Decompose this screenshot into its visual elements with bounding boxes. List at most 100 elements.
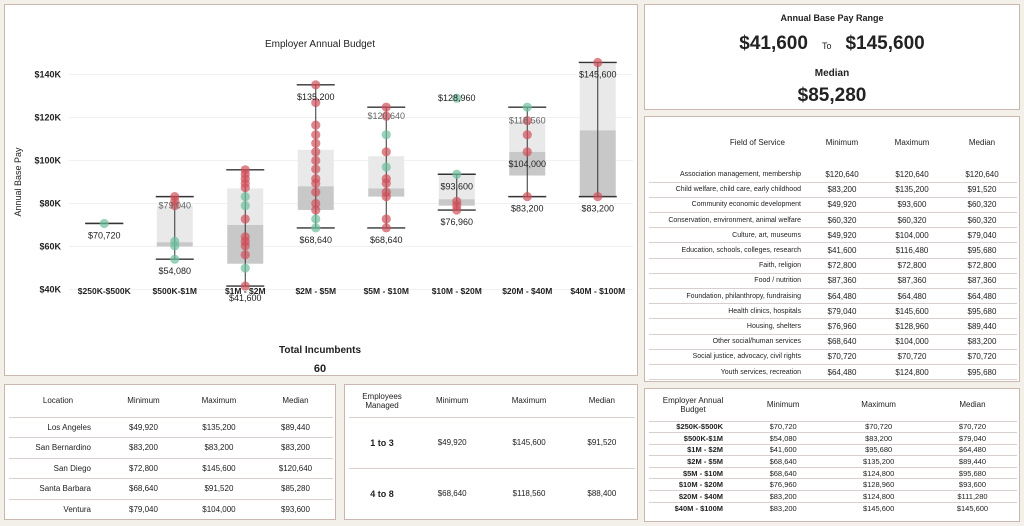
data-label: $68,640 (370, 235, 403, 245)
table-cell: $79,040 (807, 303, 877, 320)
table-cell: $83,200 (737, 490, 830, 503)
row-label: Other social/human services (649, 334, 807, 350)
table-cell: $89,440 (947, 318, 1017, 335)
median-value: $85,280 (797, 85, 867, 106)
y-axis-label: Annual Base Pay (13, 147, 23, 217)
x-tick-label: $10M - $20M (432, 286, 482, 296)
table-cell: $49,920 (807, 197, 877, 214)
data-label: $93,600 (440, 181, 473, 191)
table-cell: $104,000 (877, 227, 947, 244)
data-label: $118,560 (509, 116, 546, 126)
table-row: Social justice, advocacy, civil rights $7… (649, 349, 1017, 365)
pay-range-max: $145,600 (845, 33, 925, 54)
row-label: Ventura (9, 498, 107, 520)
row-label: Santa Barbara (9, 478, 107, 499)
table-row: Ventura $79,040 $104,000 $93,600 (9, 498, 333, 520)
table-cell: $79,040 (927, 432, 1017, 445)
table-cell: $120,640 (807, 167, 877, 183)
data-label: $120,640 (367, 111, 405, 121)
table-cell: $104,000 (877, 334, 947, 350)
table-cell: $79,040 (107, 498, 180, 520)
total-incumbents-value: 60 (313, 363, 327, 375)
data-label: $76,960 (440, 217, 473, 227)
table-cell: $64,480 (807, 364, 877, 381)
table-cell: $120,640 (947, 167, 1017, 183)
table-row: Los Angeles $49,920 $135,200 $89,440 (9, 416, 333, 438)
table-cell: $49,920 (807, 227, 877, 244)
row-label: $2M - $5M (649, 455, 737, 468)
row-label: Faith, religion (649, 258, 807, 274)
data-point (381, 162, 391, 172)
location-table: Location Minimum Maximum Median Los Ange… (9, 385, 333, 520)
data-label: $145,600 (579, 69, 617, 79)
table-cell: $64,480 (877, 288, 947, 305)
data-point (170, 254, 180, 264)
row-label: San Bernardino (9, 437, 107, 458)
data-point (522, 130, 532, 140)
data-point (240, 263, 250, 273)
y-tick-label: $40K (39, 285, 61, 295)
table-cell: $128,960 (829, 478, 928, 491)
table-row: San Bernardino $83,200 $83,200 $83,200 (9, 437, 333, 458)
row-label: Foundation, philanthropy, fundraising (649, 288, 807, 305)
table-cell: $83,200 (107, 437, 180, 458)
x-tick-label: $20M - $40M (502, 286, 552, 296)
chart-title: Employer Annual Budget (264, 39, 376, 50)
data-point (381, 130, 391, 140)
table-row: Community economic development $49,920 $93… (649, 197, 1017, 214)
data-point (311, 97, 321, 108)
data-point (452, 93, 462, 103)
row-label: Social justice, advocacy, civil rights (649, 349, 807, 365)
row-label: Education, schools, colleges, research (649, 242, 807, 259)
data-point (240, 281, 250, 291)
data-label: $70,720 (88, 230, 121, 240)
table-cell: $60,320 (877, 212, 947, 229)
table-cell: $68,640 (737, 466, 830, 479)
table-cell: $72,800 (947, 258, 1017, 274)
table-cell: $83,200 (257, 437, 333, 458)
table-cell: $87,360 (947, 273, 1017, 290)
table-row: $500K-$1M $54,080 $83,200 $79,040 (649, 432, 1017, 445)
table-cell: $64,480 (807, 288, 877, 305)
data-point (311, 178, 321, 188)
row-label: $40M - $100M (649, 501, 737, 514)
pay-range-to: To (821, 41, 832, 51)
data-point (240, 214, 250, 224)
table-cell: $79,040 (947, 227, 1017, 244)
table-cell: $145,600 (489, 416, 569, 468)
table-cell: $91,520 (179, 478, 258, 499)
data-point (240, 192, 250, 202)
data-label: $79,040 (158, 201, 191, 211)
table-cell: $68,640 (737, 455, 830, 468)
location-panel: Location Minimum Maximum Median Los Ange… (4, 384, 336, 520)
data-point (381, 178, 391, 188)
table-cell: $93,600 (257, 498, 333, 520)
table-header-row: Employer Annual Budget Minimum Maximum M… (649, 389, 1017, 421)
column-header: Employer Annual Budget (662, 395, 724, 414)
data-point (311, 164, 321, 174)
data-point (452, 169, 462, 179)
row-label: Culture, art, museums (649, 227, 807, 244)
data-point (593, 57, 603, 68)
row-label: Child welfare, child care, early childho… (649, 182, 807, 198)
table-row: Youth services, recreation $64,480 $124,80… (649, 364, 1017, 381)
data-point (311, 214, 321, 224)
table-cell: $72,800 (807, 258, 877, 274)
column-header: Maximum (894, 137, 930, 147)
table-cell: $95,680 (947, 364, 1017, 381)
table-cell: $72,800 (107, 457, 180, 479)
row-label: $20M - $40M (649, 490, 737, 503)
column-header: Maximum (511, 396, 547, 406)
table-cell: $91,520 (947, 182, 1017, 198)
data-point (311, 155, 321, 166)
data-point (522, 102, 532, 112)
table-cell: $88,400 (568, 467, 635, 519)
column-header: Location (42, 396, 74, 406)
table-cell: $95,680 (947, 242, 1017, 259)
table-cell: $49,920 (415, 416, 490, 468)
data-point (522, 192, 532, 202)
table-row: $250K-$500K $70,720 $70,720 $70,720 (649, 420, 1017, 433)
table-row: Association management, membership $120,6… (649, 167, 1017, 183)
table-row: $1M - $2M $41,600 $95,680 $64,480 (649, 443, 1017, 456)
field-of-service-table: Field of Service Minimum Maximum Median … (649, 117, 1017, 381)
